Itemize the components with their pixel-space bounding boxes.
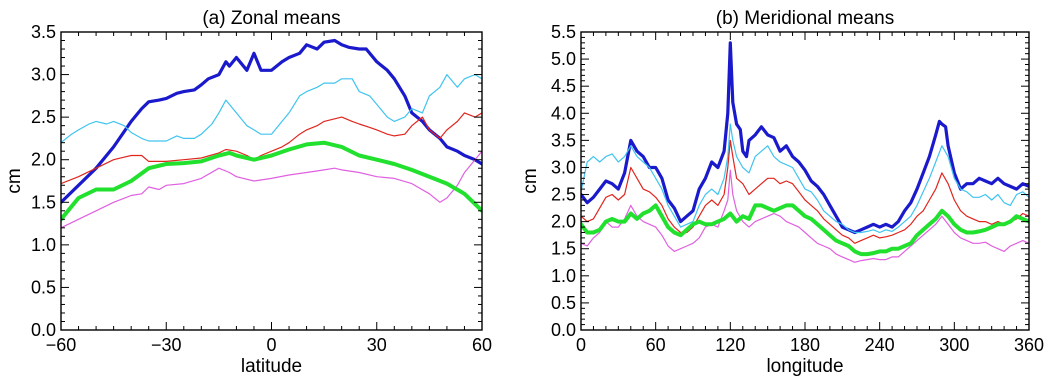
plot-frame: [580, 31, 1030, 331]
x-tick-label: −30: [151, 335, 182, 355]
x-tick-label: 30: [367, 335, 387, 355]
y-axis-label: cm: [520, 168, 541, 193]
y-tick-label: 3.0: [551, 157, 576, 177]
x-tick-label: 360: [1014, 335, 1044, 355]
y-tick-label: 2.5: [31, 107, 56, 127]
y-tick-label: 0.0: [31, 320, 56, 340]
y-tick-label: 3.5: [31, 22, 56, 42]
series-line-1: [61, 73, 482, 144]
x-tick-label: −60: [46, 335, 77, 355]
series-line-2: [61, 112, 482, 185]
y-tick-label: 0.5: [31, 277, 56, 297]
y-tick-label: 2.0: [551, 212, 576, 232]
panel-zonal-means: −60 −30 0 30 60 0.0 0.5 1.0 1.5 2.0 2.5 3.0 3.5 (a) Z…: [4, 8, 492, 377]
y-tick-label: 1.5: [551, 239, 576, 259]
x-tick-label: 0: [266, 335, 276, 355]
x-tick-label: 300: [939, 335, 969, 355]
x-tick-label: 60: [646, 335, 666, 355]
x-tick-label: 0: [576, 335, 586, 355]
y-axis-label: cm: [4, 168, 25, 193]
series-group: [581, 41, 1029, 263]
x-tick-label: 240: [865, 335, 895, 355]
y-tick-label: 0.0: [551, 320, 576, 340]
series-line-0: [61, 38, 482, 204]
chart-title: (a) Zonal means: [202, 8, 340, 29]
y-tick-label: 1.0: [551, 266, 576, 286]
chart-title: (b) Meridional means: [716, 8, 894, 29]
y-tick-label: 5.5: [551, 22, 576, 42]
y-tick-label: 2.0: [31, 150, 56, 170]
series-line-1: [581, 123, 1029, 234]
y-tick-label: 1.5: [31, 192, 56, 212]
y-tick-label: 5.0: [551, 49, 576, 69]
y-tick-label: 2.5: [551, 185, 576, 205]
y-tick-label: 4.0: [551, 103, 576, 123]
y-tick-label: 0.5: [551, 293, 576, 313]
x-tick-label: 120: [715, 335, 745, 355]
y-tick-label: 3.5: [551, 130, 576, 150]
x-tick-label: 180: [790, 335, 820, 355]
y-tick-label: 1.0: [31, 235, 56, 255]
series-line-3: [581, 169, 1029, 263]
y-tick-label: 3.0: [31, 65, 56, 85]
x-tick-label: 60: [472, 335, 492, 355]
y-tick-label: 4.5: [551, 76, 576, 96]
series-line-0: [581, 41, 1029, 235]
plot-frame: [60, 31, 483, 331]
series-line-2: [581, 139, 1029, 244]
series-line-4: [61, 140, 482, 222]
series-group: [61, 38, 482, 229]
panel-meridional-means: 0 60 120 180 240 300 360 0.0 0.5 1.0 1.5 2.0 2.5 3.0 3…: [520, 8, 1044, 377]
x-axis-label: longitude: [766, 356, 843, 377]
series-line-4: [581, 203, 1029, 257]
series-line-3: [61, 150, 482, 229]
x-axis-label: latitude: [241, 356, 302, 377]
